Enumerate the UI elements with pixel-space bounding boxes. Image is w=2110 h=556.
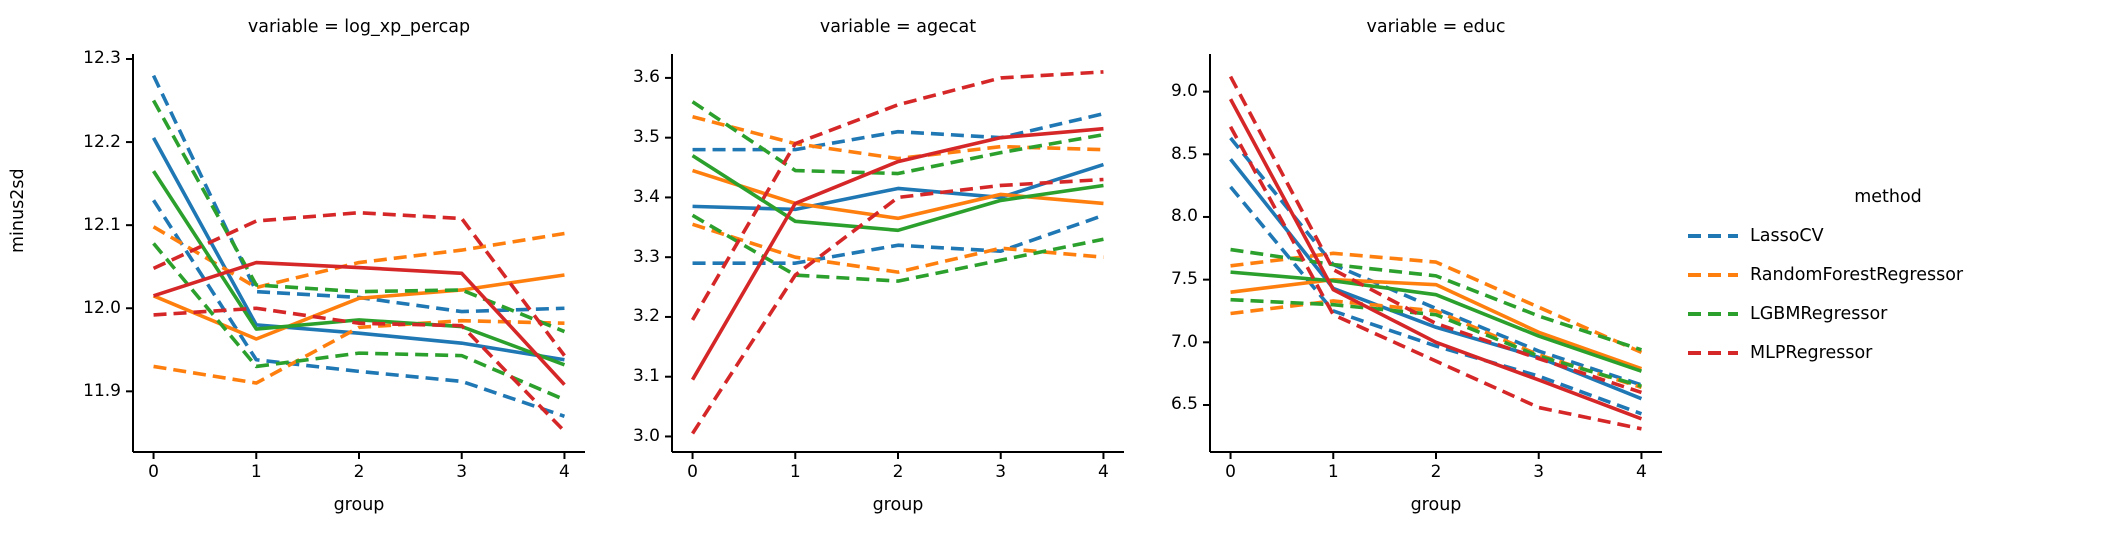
facet-title-educ: variable = educ (1366, 17, 1506, 37)
series-line-RandomForestRegressor-lower (1230, 299, 1642, 390)
series-line-LassoCV-mid (151, 137, 565, 362)
facet-title-agecat: variable = agecat (819, 17, 977, 37)
legend-item-MLPRegressor: MLPRegressor (1688, 341, 1872, 365)
legend-dash-swatch (1688, 312, 1738, 316)
legend-title: method (1854, 187, 1922, 207)
x-axis-label-0: group (333, 495, 385, 515)
legend-dash-swatch (1688, 273, 1738, 277)
x-tick-label: 1 (250, 462, 262, 482)
x-tick-label: 3 (995, 462, 1007, 482)
series-line-LassoCV-lower (1229, 185, 1643, 416)
series-line-MLPRegressor-lower (691, 177, 1104, 435)
x-tick-label: 2 (1430, 462, 1442, 482)
series-line-MLPRegressor-lower (153, 306, 566, 433)
y-tick-label: 9.0 (1170, 81, 1198, 102)
x-tick-label: 2 (892, 462, 904, 482)
y-tick-label: 3.4 (632, 186, 660, 207)
x-tick-label: 0 (148, 462, 159, 482)
y-tick-label: 3.3 (632, 246, 660, 267)
series-line-MLPRegressor-lower (1228, 125, 1642, 431)
y-tick-label: 12.3 (83, 48, 121, 69)
y-tick-label: 7.0 (1170, 331, 1198, 352)
y-tick-label: 12.2 (83, 131, 121, 152)
x-tick-label: 0 (1225, 462, 1236, 482)
series-line-RandomForestRegressor-mid (691, 168, 1104, 221)
y-tick-label: 3.6 (632, 67, 660, 88)
x-axis-label-1: group (872, 495, 924, 515)
x-tick-label: 4 (559, 462, 570, 482)
series-line-MLPRegressor-mid (152, 260, 566, 386)
series-line-RandomForestRegressor-upper (152, 225, 565, 290)
y-tick-label: 8.0 (1170, 206, 1198, 227)
y-tick-label: 12.1 (83, 214, 121, 235)
legend-dash-swatch (1688, 351, 1738, 355)
legend-label: LGBMRegressor (1750, 304, 1888, 324)
legend-label: LassoCV (1750, 226, 1824, 246)
series-line-LGBMRegressor-upper (151, 99, 566, 334)
x-tick-label: 3 (1533, 462, 1545, 482)
y-tick-label: 3.1 (632, 366, 660, 387)
legend-label: MLPRegressor (1750, 343, 1873, 363)
y-tick-label: 7.5 (1170, 269, 1198, 290)
series-line-RandomForestRegressor-mid (1230, 277, 1643, 371)
series-line-LassoCV-lower (692, 213, 1105, 265)
x-tick-label: 3 (456, 462, 468, 482)
series-line-LassoCV-mid (1229, 158, 1643, 401)
series-line-LGBMRegressor-lower (1230, 297, 1642, 388)
legend-item-RandomForestRegressor: RandomForestRegressor (1688, 263, 1963, 287)
series-line-RandomForestRegressor-lower (153, 318, 565, 385)
y-tick-label: 3.5 (632, 127, 660, 148)
series-line-LassoCV-mid (692, 162, 1105, 212)
series-line-LGBMRegressor-mid (691, 154, 1104, 233)
legend-item-LGBMRegressor: LGBMRegressor (1688, 302, 1887, 326)
facet-title-log_xp_percap: variable = log_xp_percap (247, 17, 471, 37)
y-tick-label: 8.5 (1170, 143, 1198, 164)
series-line-LGBMRegressor-upper (691, 100, 1104, 176)
legend-dash-swatch (1688, 234, 1738, 238)
series-line-LGBMRegressor-upper (1230, 247, 1643, 352)
legend-item-LassoCV: LassoCV (1688, 224, 1824, 248)
x-tick-label: 4 (1098, 462, 1109, 482)
series-line-LGBMRegressor-mid (1230, 270, 1643, 373)
y-tick-label: 3.2 (632, 306, 660, 327)
series-line-RandomForestRegressor-upper (1230, 251, 1643, 354)
series-line-RandomForestRegressor-upper (692, 115, 1104, 161)
series-line-MLPRegressor-upper (1228, 75, 1643, 395)
series-line-MLPRegressor-mid (1228, 98, 1643, 421)
x-tick-label: 1 (1327, 462, 1339, 482)
series-line-RandomForestRegressor-lower (691, 222, 1104, 274)
x-tick-label: 1 (789, 462, 801, 482)
series-line-LGBMRegressor-lower (152, 242, 566, 402)
legend-label: RandomForestRegressor (1750, 265, 1964, 285)
x-tick-label: 4 (1636, 462, 1647, 482)
y-tick-label: 11.9 (83, 380, 121, 401)
series-line-LGBMRegressor-mid (152, 170, 566, 367)
y-tick-label: 6.5 (1170, 394, 1198, 415)
y-tick-label: 3.0 (632, 425, 660, 446)
y-tick-label: 12.0 (83, 297, 121, 318)
x-tick-label: 0 (687, 462, 698, 482)
x-tick-label: 2 (353, 462, 365, 482)
x-axis-label-2: group (1410, 495, 1462, 515)
series-line-LassoCV-lower (152, 199, 566, 418)
series-line-LGBMRegressor-lower (691, 213, 1104, 283)
series-line-MLPRegressor-mid (690, 126, 1104, 381)
